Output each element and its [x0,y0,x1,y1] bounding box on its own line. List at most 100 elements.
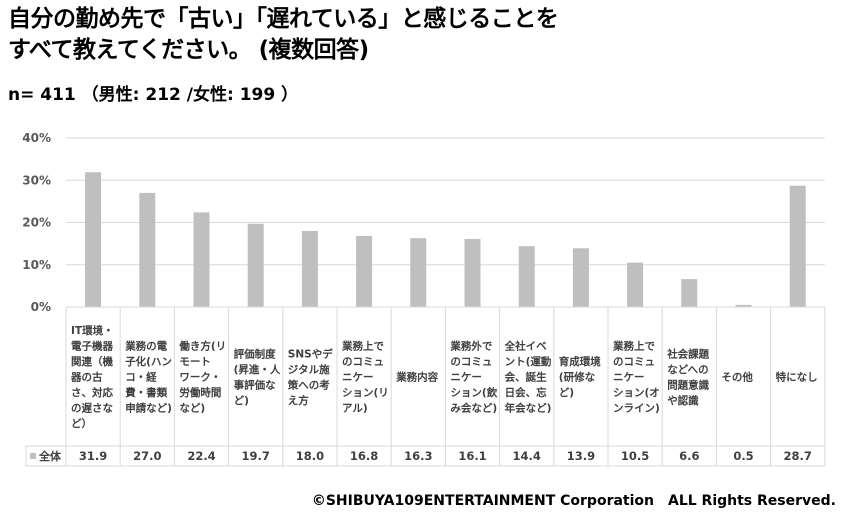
category-label-line: ント(運動 [505,355,552,368]
category-label-line: IT環境・ [71,324,114,337]
legend-swatch [30,453,36,459]
category-label-line: 問題意識 [667,378,709,391]
category-label-line: み会など) [450,402,497,415]
category-label: 業務上でのコミュニケーション(オンライン) [612,340,660,415]
bar [627,262,644,307]
category-label: 育成環境 (研修など) [559,355,601,399]
category-label-line: 日会、忘 [505,386,547,399]
category-label-line: 業務の電 [124,340,167,353]
category-label-line: (昇進・人 [234,363,281,376]
category-label-line: ニケー [613,372,645,384]
category-label-line: 業務上で [341,340,384,353]
category-label: 業務外でのコミュニケーション(飲み会など) [449,340,497,415]
data-value-label: 6.6 [679,449,699,463]
bar [356,236,373,307]
title-line-1: 自分の勤め先で「古い」「遅れている」と感じることを [8,6,559,32]
category-label-line: のコミュ [613,356,655,368]
category-label-line: 社会課題 [666,347,709,360]
category-label-line: ション(オ [613,387,660,399]
y-tick-label: 10% [22,258,51,272]
category-label-line: 器の古 [70,371,103,384]
category-label-line: さ、対応 [71,386,113,399]
category-label: 業務の電子化(ハンコ・経費・書類申請など) [124,340,172,415]
category-label-line: ニケー [450,372,482,384]
data-value-label: 28.7 [784,449,812,463]
bar [410,238,427,307]
category-label-line: SNSやデ [288,347,333,360]
copyright-notice: ©SHIBUYA109ENTERTAINMENT Corporation ALL… [311,493,836,509]
bar [85,172,102,307]
category-label: 全社イベント(運動会、誕生日会、忘年会など) [504,340,552,415]
bar [301,230,318,307]
category-label: IT環境・電子機器関連（機器の古さ、対応の遅さなど） [70,324,114,430]
category-label-line: 育成環境 [559,355,601,368]
category-label-line: 働き方(リ [178,340,226,353]
category-label: SNSやデジタル施策への考え方 [287,347,333,407]
category-label-line: 特になし [776,371,818,384]
category-label-line: ど) [234,394,249,407]
category-label-line: 業務外で [449,340,492,353]
data-value-label: 16.3 [404,449,432,463]
category-label-line: モート [179,356,211,368]
category-label-line: ど） [71,417,92,430]
data-value-label: 13.9 [567,449,595,463]
y-tick-label: 20% [22,216,51,230]
category-label-line: (研修な [559,371,596,384]
bar [193,212,210,307]
chart-title: 自分の勤め先で「古い」「遅れている」と感じることを すべて教えてください。 (複… [8,4,848,66]
y-tick-label: 30% [22,173,51,187]
category-label-line: や認識 [667,394,699,407]
data-value-label: 16.1 [458,449,486,463]
category-label-line: 関連（機 [71,355,113,368]
category-label-line: え方 [288,394,309,407]
category-label-line: 年会など) [505,402,552,415]
category-label-line: 評価制度 [234,347,276,360]
category-label-line: 労働時間 [179,386,221,399]
data-value-label: 18.0 [296,449,324,463]
category-label-line: コ・経 [125,371,157,384]
bar [681,279,698,307]
category-label-line: 申請など) [125,402,172,415]
bar [139,192,156,307]
category-label: 特になし [776,371,818,384]
category-label-line: 全社イベ [504,340,547,353]
y-tick-label: 40% [22,131,51,145]
category-label-line: など) [179,402,205,415]
data-value-label: 31.9 [79,449,107,463]
data-value-label: 0.5 [733,449,753,463]
sample-size-subtitle: n= 411 （男性: 212 /女性: 199 ） [8,85,299,105]
category-label-line: 電子機器 [71,340,113,353]
data-value-label: 14.4 [513,449,541,463]
data-value-label: 27.0 [133,449,161,463]
category-label-line: ワーク・ [179,372,221,384]
category-label-line: アル) [342,403,368,415]
category-label-line: ション(リ [342,387,389,399]
bar [518,246,535,307]
category-label-line: のコミュ [342,356,384,368]
category-label: 業務上でのコミュニケーション(リアル) [341,340,389,415]
category-label-line: ンライン) [613,403,660,415]
category-label-line: 業務上で [612,340,655,353]
y-tick-label: 0% [31,300,51,314]
category-label-line: ション(飲 [450,386,497,399]
category-label-line: のコミュ [450,356,492,368]
category-label-line: の遅さな [71,403,113,415]
category-label-line: などへの [667,363,708,376]
category-label-line: 子化(ハン [125,355,172,368]
data-value-label: 10.5 [621,449,649,463]
data-value-label: 19.7 [242,449,270,463]
category-label-line: ニケー [342,372,374,384]
category-label-line: 事評価な [234,378,276,391]
category-label: 社会課題などへの問題意識や認識 [666,347,709,407]
category-label-line: ジタル施 [288,363,330,376]
legend-label: 全体 [38,449,62,463]
category-label: 評価制度 (昇進・人事評価など) [234,347,281,407]
category-label-line: 費・書類 [125,386,167,399]
bar [789,185,806,307]
category-label-line: 会、誕生 [505,371,547,384]
category-label-line: ど) [559,386,574,399]
category-label-line: その他 [721,371,753,384]
category-label-line: 策への考 [287,378,330,391]
data-value-label: 16.8 [350,449,378,463]
